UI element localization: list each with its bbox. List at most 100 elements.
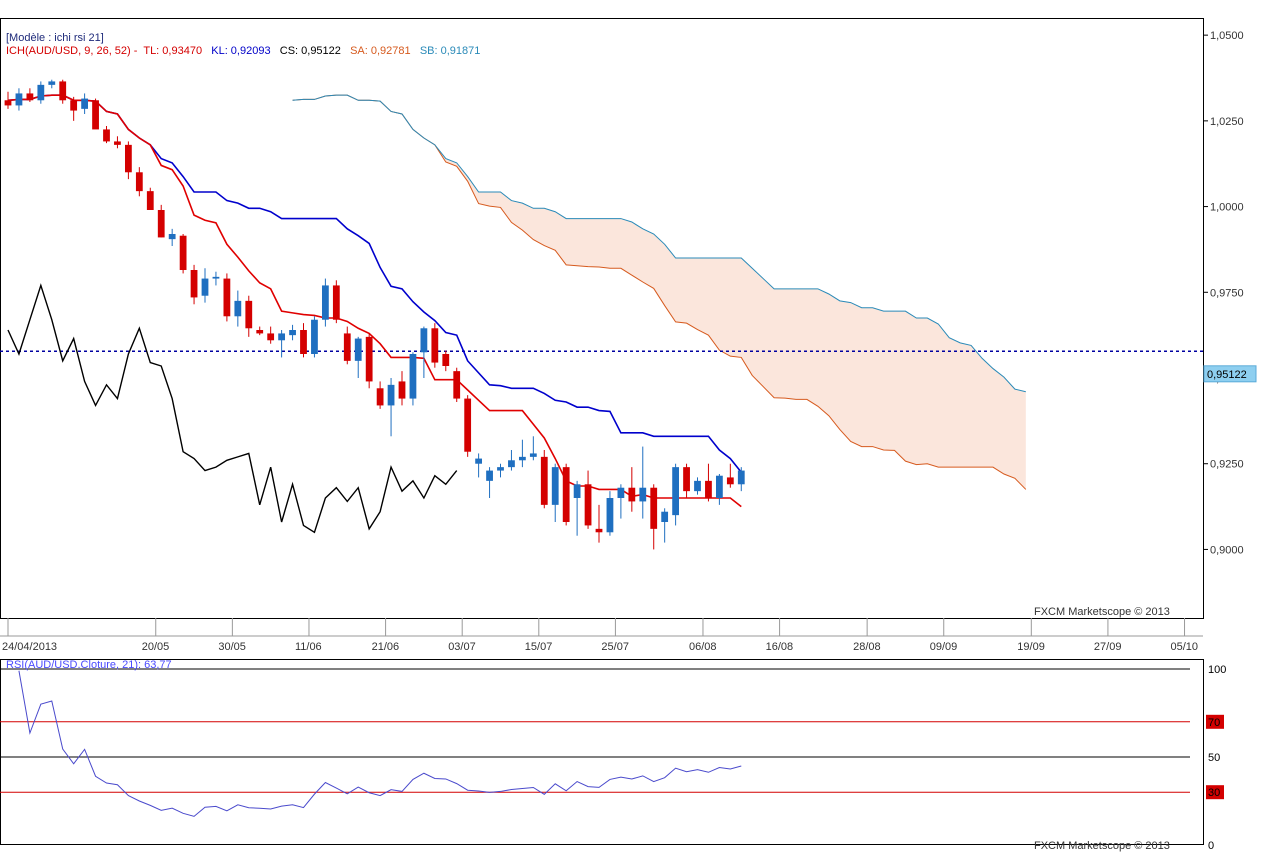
candle-body [639,487,647,502]
candle [321,278,329,327]
candle [256,326,264,336]
candle [15,88,23,111]
candle-body [683,467,690,492]
candle [59,79,67,104]
candle-body [475,458,483,464]
candle-body [486,470,493,481]
date-tick-label: 16/08 [766,641,794,653]
senkou-span-b-line [292,94,1026,393]
candle-body [737,470,745,485]
rsi-y-tick-label: 0 [1208,840,1214,852]
candle [529,436,537,461]
candle [311,316,318,358]
candle [376,381,384,409]
price-y-tick-label: 0,9000 [1210,544,1244,556]
candle-body [464,398,472,452]
rsi-panel-frame [0,659,1204,845]
candle [737,467,745,492]
model-label: [Modèle : ichi rsi 21] [6,32,104,44]
candle [26,88,34,102]
candle-body [267,333,275,341]
candle [245,295,253,337]
candle-body [726,477,734,485]
candle [332,280,340,324]
rsi-y-tick-label: 50 [1208,752,1220,764]
candle-body [387,384,395,406]
candle-body [59,81,67,101]
candle-body [650,487,658,529]
candle-body [81,98,89,109]
date-tick-label: 03/07 [448,641,476,653]
price-y-tick-label: 0,9750 [1210,287,1244,299]
rsi-y-tick-label: 100 [1208,664,1226,676]
date-tick-label: 15/07 [525,641,553,653]
candle [4,91,12,109]
candle-body [223,278,231,317]
candle-body [540,456,548,505]
rsi-credit: FXCM Marketscope © 2013 [1034,840,1170,852]
rsi-y-tick-label: 30 [1208,787,1220,799]
candle [387,378,395,437]
candle [179,234,187,274]
candle-body [92,100,99,130]
price-y-tick-label: 1,0000 [1210,202,1244,214]
candle [551,463,559,522]
date-tick-label: 06/08 [689,641,717,653]
candle-body [289,330,296,336]
candle [212,271,220,286]
main-credit: FXCM Marketscope © 2013 [1034,606,1170,618]
ich-legend-sa: SA: 0,92781 [350,45,411,57]
candle-body [26,93,34,101]
rsi-band-marker [1206,714,1224,729]
candle [70,96,78,121]
candle-body [114,141,121,145]
candle [114,136,121,149]
kumo-cloud [292,95,1026,490]
candle [705,463,712,502]
ichimoku-legend: ICH(AUD/USD, 9, 26, 52) - TL: 0,93470 KL… [6,45,480,57]
candle-body [562,467,570,522]
candle [37,81,45,104]
candle-body [573,484,581,498]
candle [48,79,56,89]
candle [157,204,165,238]
candle [617,484,625,519]
date-tick-label: 20/05 [142,641,170,653]
candle-body [376,388,384,406]
date-tick-label: 30/05 [218,641,246,653]
date-tick-label: 24/04/2013 [2,641,57,653]
candle [661,508,669,543]
candle [135,167,143,197]
candle [103,126,110,144]
candle-body [715,475,723,498]
candle [365,333,373,389]
candle [442,350,450,372]
candle-body [300,330,307,354]
candle [562,463,570,526]
candle [540,450,548,509]
candle-body [595,528,603,533]
candle-body [584,484,592,526]
candle-body [518,456,526,461]
candle [486,467,493,498]
candle-body [124,144,132,173]
candle-body [551,467,559,505]
candle [398,371,406,406]
candle-body [409,354,417,399]
kijun-sen-line [7,94,742,473]
candle [267,326,275,344]
candle [672,463,680,526]
candle [508,450,515,471]
candle-body [15,93,23,106]
candle-body [48,81,56,85]
candle [464,395,472,457]
candle [573,480,581,536]
date-tick-label: 09/09 [930,641,958,653]
candle-body [168,234,176,240]
candle-body [365,336,373,382]
candle [124,141,132,180]
candle [431,323,439,368]
rsi-line [18,670,742,817]
ich-legend-cs: CS: 0,95122 [279,45,341,57]
